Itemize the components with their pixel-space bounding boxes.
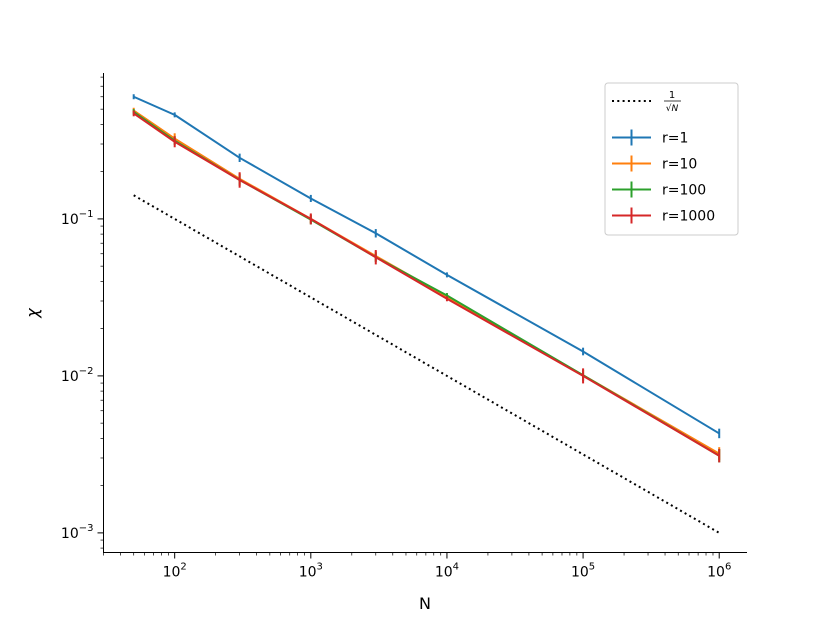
series-line [133,112,720,457]
legend: 1 √N r=1 r=10 r=100 r=1000 [604,82,739,236]
legend-reference-denominator: √N [666,103,679,114]
legend-label: r=100 [662,183,706,199]
legend-label: r=10 [662,157,697,173]
y-tick-label: 10−1 [61,209,94,228]
x-tick-label: 105 [571,562,595,581]
axis-ticks: 102 103 104 105 106 10−3 10−2 10−1 [61,76,731,581]
plot-area [132,94,721,534]
x-tick-label: 106 [707,562,731,581]
y-tick-label: 10−2 [61,366,94,385]
legend-label: r=1 [662,131,688,147]
reference-line [133,194,720,534]
x-tick-label: 103 [299,562,323,581]
legend-label: r=1000 [662,209,715,225]
x-axis-label: N [419,594,431,613]
legend-frame [604,82,739,236]
series-r=1 [132,94,721,439]
series-line [133,95,720,435]
x-tick-label: 102 [163,562,187,581]
x-tick-label: 104 [435,562,459,581]
y-tick-label: 10−3 [61,523,94,542]
series-r=1000 [132,110,721,463]
legend-reference-numerator: 1 [669,90,675,101]
y-axis-label: χ [23,308,42,319]
